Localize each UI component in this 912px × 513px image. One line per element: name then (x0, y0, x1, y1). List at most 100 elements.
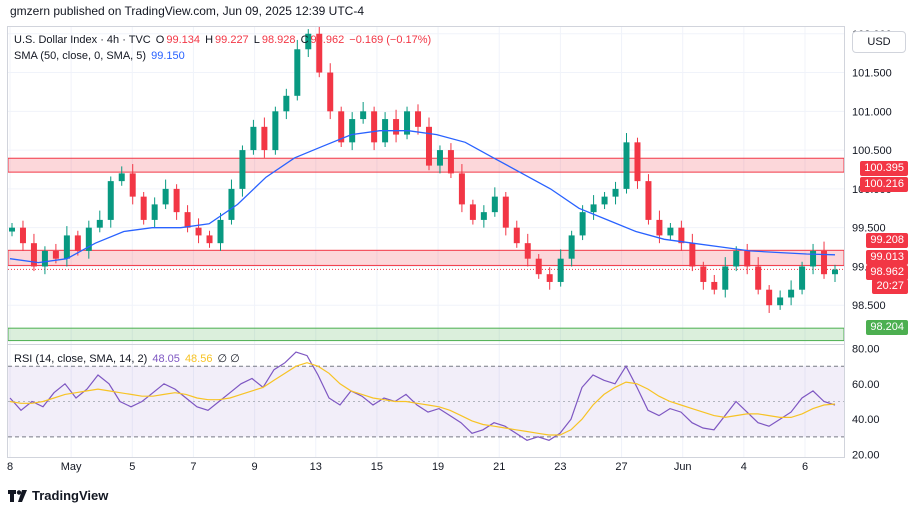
candle-body (513, 227, 520, 244)
candle-body (228, 188, 235, 220)
level-label-99013: 99.013 (866, 250, 908, 265)
publisher-line: gmzern published on TradingView.com, Jun… (10, 4, 364, 18)
candle-body (810, 250, 817, 267)
candles (9, 26, 838, 313)
time-tick-label: 19 (432, 461, 444, 473)
time-tick-label: 5 (129, 461, 135, 473)
candle-body (371, 111, 378, 143)
symbol-name[interactable]: U.S. Dollar Index · 4h · TVC (14, 34, 151, 46)
candle-body (184, 212, 191, 228)
price-tick-label: 99.500 (852, 223, 886, 235)
rsi-sma-line (9, 362, 836, 436)
candle-body (700, 266, 707, 282)
candle-body (656, 219, 663, 236)
candle-body (294, 49, 301, 96)
pane-separator[interactable] (7, 344, 845, 345)
currency-button[interactable]: USD (852, 31, 906, 53)
tradingview-logo[interactable]: TradingView (8, 488, 108, 503)
time-tick-label: May (61, 461, 82, 473)
time-tick-label: 23 (554, 461, 566, 473)
candle-body (96, 219, 103, 228)
rsi-line (9, 351, 836, 441)
candle-body (744, 250, 751, 267)
time-tick-label: Jun (674, 461, 692, 473)
candle-body (425, 126, 432, 166)
candle-body (590, 204, 597, 213)
high-value: 99.227 (215, 34, 249, 46)
candle-body (469, 204, 476, 220)
candle-body (634, 142, 641, 182)
candle-body (667, 227, 674, 236)
rsi-tick-label: 40.00 (852, 414, 880, 426)
rsi-extra: ∅ ∅ (217, 353, 240, 365)
candle-body (777, 297, 784, 306)
last-price-label: 98.962 (866, 265, 908, 280)
candle-body (546, 274, 553, 282)
candle-body (799, 266, 806, 290)
candle-body (645, 181, 652, 220)
candle-body (722, 266, 729, 290)
price-tick-label: 101.000 (852, 106, 892, 118)
candle-body (579, 212, 586, 236)
time-tick-label: 6 (802, 461, 808, 473)
level-label-98204: 98.204 (866, 320, 908, 335)
candle-body (755, 266, 762, 290)
candle-body (129, 173, 136, 197)
candle-body (832, 269, 838, 275)
candle-body (788, 289, 795, 298)
candle-body (360, 111, 367, 120)
candle-body (711, 281, 718, 290)
rsi-label[interactable]: RSI (14, close, SMA, 14, 2) (14, 353, 148, 365)
brand-name: TradingView (32, 488, 109, 503)
rsi-value: 48.05 (152, 353, 180, 365)
candle-body (63, 235, 70, 259)
candle-body (327, 72, 334, 112)
candle-body (9, 227, 15, 232)
candle-body (250, 126, 257, 151)
candle-body (206, 235, 213, 244)
candle-body (41, 250, 48, 267)
candle-body (195, 227, 202, 236)
low-label: L (253, 34, 260, 46)
candle-body (612, 188, 619, 197)
level-label-100395: 100.395 (860, 161, 908, 176)
candle-body (557, 258, 564, 282)
candle-body (678, 227, 685, 244)
candle-body (601, 196, 608, 205)
price-tick-label: 101.500 (852, 68, 892, 80)
low-value: 98.928 (261, 34, 296, 46)
candle-body (74, 235, 81, 251)
candle-body (52, 250, 59, 259)
high-label: H (205, 34, 214, 46)
tradingview-icon (8, 489, 27, 502)
candle-body (623, 142, 630, 189)
time-tick-label: 13 (310, 461, 322, 473)
candle-body (393, 119, 400, 135)
candle-body (239, 150, 246, 189)
open-label: O (155, 34, 165, 46)
change-value: −0.169 (−0.17%) (349, 34, 432, 46)
price-tick-label: 98.500 (852, 300, 886, 312)
close-label: C (300, 34, 309, 46)
price-tick-label: 100.500 (852, 145, 892, 157)
candle-body (447, 150, 454, 174)
candle-body (107, 181, 114, 220)
rsi-sma-value: 48.56 (184, 353, 213, 365)
candle-body (305, 33, 312, 50)
sma-label[interactable]: SMA (50, close, 0, SMA, 5) (14, 50, 147, 62)
level-label-100216: 100.216 (860, 177, 908, 192)
candle-body (261, 126, 268, 151)
time-tick-label: 4 (741, 461, 747, 473)
candle-body (415, 111, 422, 127)
time-tick-label: 9 (252, 461, 258, 473)
countdown-label: 20:27 (872, 279, 908, 294)
level-label-99208: 99.208 (866, 233, 908, 248)
candle-body (217, 219, 224, 244)
candle-body (316, 33, 323, 73)
candle-body (766, 289, 773, 306)
candle-body (338, 111, 345, 143)
sma-value: 99.150 (151, 50, 185, 62)
time-tick-label: 8 (7, 461, 13, 473)
candle-body (491, 196, 498, 213)
